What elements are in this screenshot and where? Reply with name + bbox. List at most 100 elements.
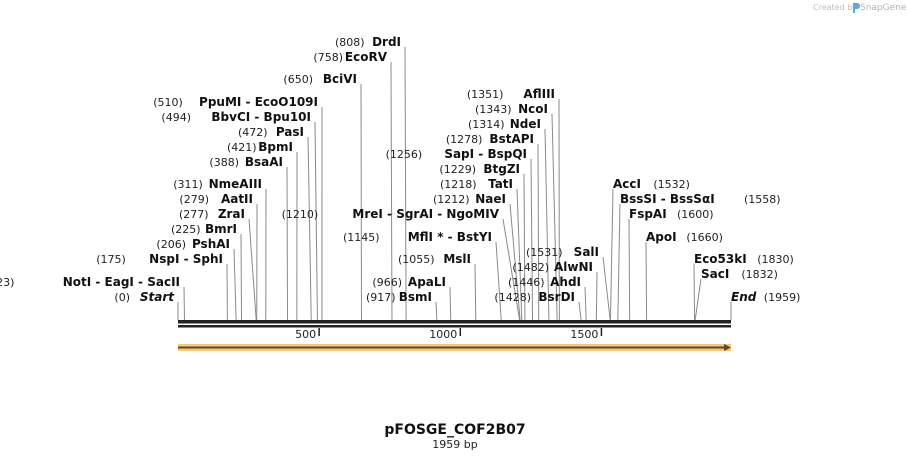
enzyme-site[interactable]: TatI (1218) (440, 177, 523, 321)
site-position: (1446) (508, 276, 545, 289)
enzyme-site[interactable]: MslI (1055) (398, 252, 477, 321)
enzyme-name[interactable]: MflI * - BstYI (408, 230, 492, 244)
enzyme-name[interactable]: BsmI (399, 290, 432, 304)
feature-arrow[interactable] (178, 344, 731, 351)
enzyme-name[interactable]: NmeAIII (209, 177, 262, 191)
site-position: (1832) (741, 268, 778, 281)
site-leader-line (314, 121, 318, 321)
enzyme-site[interactable]: NmeAIII (311) (173, 177, 267, 321)
enzyme-site[interactable]: PpuMI - EcoO109I (510) (153, 95, 323, 321)
enzyme-name[interactable]: SapI - BspQI (444, 147, 527, 161)
enzyme-name[interactable]: NcoI (518, 102, 548, 116)
enzyme-site[interactable]: ApoI (1660) (645, 230, 723, 321)
enzyme-name[interactable]: AflIII (523, 87, 555, 101)
enzyme-site[interactable]: MreI - SgrAI - NgoMIV (1210) (282, 207, 521, 321)
enzyme-site[interactable]: End (1959) (730, 290, 800, 320)
enzyme-name[interactable]: TatI (488, 177, 513, 191)
enzyme-name[interactable]: DrdI (372, 35, 401, 49)
enzyme-site[interactable]: NcoI (1343) (475, 102, 558, 321)
enzyme-site[interactable]: Eco53kI (1830) (693, 252, 794, 321)
enzyme-name[interactable]: MslI (443, 252, 471, 266)
enzyme-name[interactable]: ApoI (646, 230, 677, 244)
enzyme-site[interactable]: BsmI(917) (366, 290, 438, 321)
enzyme-name[interactable]: AlwNI (554, 260, 593, 274)
site-position: (1210) (282, 208, 319, 221)
enzyme-site[interactable]: NdeI (1314) (468, 117, 550, 321)
site-position: (808) (335, 36, 365, 49)
enzyme-name[interactable]: AccI (613, 177, 641, 191)
enzyme-name[interactable]: NspI - SphI (149, 252, 223, 266)
enzyme-site[interactable]: SapI - BspQI (1256) (386, 147, 534, 321)
site-position: (1660) (686, 231, 723, 244)
enzyme-site[interactable]: BtgZI (1229) (439, 162, 526, 321)
enzyme-name[interactable]: BssSI - BssSαI (620, 192, 715, 206)
enzyme-site[interactable]: BsaAI (388) (209, 155, 289, 321)
enzyme-site[interactable]: EcoRV(758) (313, 50, 393, 321)
enzyme-name[interactable]: BsaAI (245, 155, 283, 169)
enzyme-name[interactable]: ApaLI (408, 275, 446, 289)
enzyme-name[interactable]: BbvCI - Bpu10I (211, 110, 311, 124)
enzyme-name[interactable]: FspAI (629, 207, 667, 221)
enzyme-name[interactable]: SalI (574, 245, 599, 259)
enzyme-name[interactable]: BpmI (258, 140, 293, 154)
enzyme-site[interactable]: NaeI (1212) (433, 192, 521, 321)
enzyme-site[interactable]: Start (0) (114, 290, 179, 320)
enzyme-name[interactable]: SacI (701, 267, 729, 281)
enzyme-name[interactable]: MreI - SgrAI - NgoMIV (352, 207, 499, 221)
site-leader-line (537, 143, 540, 321)
enzyme-site[interactable]: BpmI(421) (227, 140, 298, 321)
enzyme-name[interactable]: PpuMI - EcoO109I (199, 95, 318, 109)
site-position: (1055) (398, 253, 435, 266)
enzyme-site[interactable]: BmrI (225) (171, 222, 243, 321)
site-position: (1256) (386, 148, 423, 161)
enzyme-site[interactable]: MflI * - BstYI (1145) (343, 230, 502, 321)
site-leader-line (449, 286, 452, 321)
enzyme-site[interactable]: NspI - SphI (175) (96, 252, 228, 321)
enzyme-site[interactable]: BsrDI (1428) (494, 290, 582, 321)
watermark: Created by SnapGene (813, 3, 907, 13)
site-position: (494) (161, 111, 191, 124)
enzyme-site[interactable]: BstAPI (1278) (446, 132, 540, 321)
site-position: (917) (366, 291, 396, 304)
site-leader-line (693, 263, 696, 321)
enzyme-name[interactable]: AhdI (550, 275, 581, 289)
enzyme-name[interactable]: Eco53kI (694, 252, 747, 266)
enzyme-site[interactable]: BbvCI - Bpu10I (494) (161, 110, 318, 321)
enzyme-site[interactable]: FspAI (1600) (628, 207, 714, 321)
enzyme-name[interactable]: NaeI (475, 192, 506, 206)
enzyme-site[interactable]: AatII (279) (179, 192, 258, 321)
enzyme-name[interactable]: NotI - EagI - SacII (63, 275, 180, 289)
enzyme-name[interactable]: BmrI (205, 222, 237, 236)
enzyme-name[interactable]: NdeI (510, 117, 541, 131)
site-position: (1218) (440, 178, 477, 191)
enzyme-name[interactable]: End (731, 290, 757, 304)
enzyme-site[interactable]: AlwNI (1482) (512, 260, 598, 321)
enzyme-name[interactable]: Start (140, 290, 175, 304)
enzyme-name[interactable]: BciVI (323, 72, 357, 86)
enzyme-site[interactable]: AccI (1532) (609, 177, 690, 321)
enzyme-name[interactable]: BstAPI (489, 132, 534, 146)
enzyme-site[interactable]: ApaLI (966) (372, 275, 452, 321)
enzyme-name[interactable]: PshAI (192, 237, 230, 251)
enzyme-site[interactable]: PshAI (206) (156, 237, 237, 321)
enzyme-name[interactable]: BtgZI (483, 162, 520, 176)
enzyme-name[interactable]: ZraI (218, 207, 245, 221)
site-leader-line (435, 301, 438, 321)
enzyme-site[interactable]: PasI (472) (238, 125, 312, 321)
enzyme-site[interactable]: BssSI - BssSαI (1558) (617, 192, 781, 321)
enzyme-site[interactable]: SalI (1531) (526, 245, 611, 321)
site-leader-line (516, 188, 523, 321)
snapgene-logo-icon (853, 3, 860, 13)
enzyme-site[interactable]: AhdI (1446) (508, 275, 587, 321)
enzyme-name[interactable]: BsrDI (538, 290, 575, 304)
enzyme-site[interactable]: ZraI (277) (179, 207, 257, 321)
enzyme-site[interactable]: AflIII (1351) (467, 87, 560, 321)
enzyme-name[interactable]: EcoRV (345, 50, 388, 64)
enzyme-name[interactable]: PasI (276, 125, 304, 139)
enzyme-site[interactable]: BciVI (650) (283, 72, 362, 321)
enzyme-site[interactable]: SacI (1832) (694, 267, 778, 321)
watermark-brand: SnapGene (860, 3, 907, 13)
enzyme-site[interactable]: NotI - EagI - SacII (23) (0, 275, 185, 321)
enzyme-name[interactable]: AatII (221, 192, 253, 206)
enzyme-site[interactable]: DrdI (808) (335, 35, 407, 321)
